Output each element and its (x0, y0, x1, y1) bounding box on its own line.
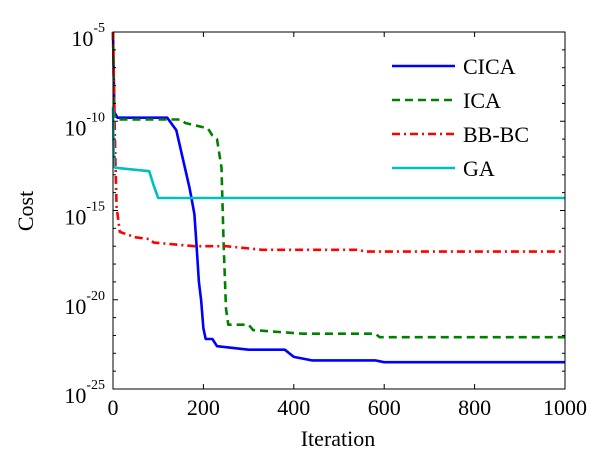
plot-background (113, 32, 565, 389)
x-tick-label: 0 (108, 395, 119, 420)
y-tick-label: 10-15 (64, 200, 105, 230)
x-tick-label: 200 (187, 395, 220, 420)
x-tick-label: 600 (368, 395, 401, 420)
plot-area (113, 32, 565, 389)
series-line-bb-bc (111, 31, 565, 253)
x-tick-label: 1000 (543, 395, 587, 420)
y-tick-label: 10-25 (64, 378, 105, 408)
legend-label-bb-bc: BB-BC (463, 122, 529, 147)
y-tick-label: 10-5 (71, 21, 105, 51)
legend: CICA ICA BB-BC GA (392, 54, 529, 181)
legend-label-ga: GA (463, 156, 495, 181)
tick-layer: 0 200 400 600 800 1000 10-5 10-10 10-15 10-20 10-2… (64, 21, 587, 420)
series-layer (111, 31, 565, 364)
legend-label-ica: ICA (463, 88, 501, 113)
y-axis-label: Cost (13, 191, 38, 231)
series-line-cica (111, 31, 565, 364)
x-axis-label: Iteration (301, 426, 376, 451)
legend-label-cica: CICA (463, 54, 516, 79)
series-line-ga (111, 106, 565, 200)
y-tick-label: 10-20 (64, 289, 105, 319)
x-tick-label: 400 (277, 395, 310, 420)
x-tick-label: 800 (458, 395, 491, 420)
y-tick-label: 10-10 (64, 110, 105, 140)
series-line-ica (111, 31, 565, 339)
